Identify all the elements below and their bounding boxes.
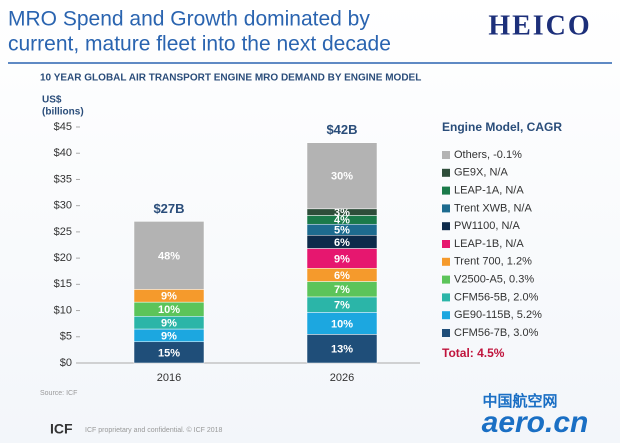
slide-title: current, mature fleet into the next deca… xyxy=(8,33,391,56)
legend-swatch xyxy=(442,186,450,195)
y-tick-label: $35 xyxy=(54,173,72,185)
segment-label: 9% xyxy=(161,330,177,342)
chart-title: 10 YEAR GLOBAL AIR TRANSPORT ENGINE MRO … xyxy=(40,73,421,84)
segment-label: 7% xyxy=(334,284,350,296)
y-tick-label: $0 xyxy=(60,357,72,369)
segment-label: 48% xyxy=(158,250,180,262)
legend-swatch xyxy=(442,311,450,320)
legend-swatch xyxy=(442,293,450,302)
bar-segment xyxy=(133,221,205,290)
legend-label: GE90-115B, 5.2% xyxy=(454,309,542,321)
legend-label: CFM56-5B, 2.0% xyxy=(454,291,539,303)
footer-logo: ICF xyxy=(50,421,73,437)
segment-label: 10% xyxy=(158,304,180,316)
legend-label: GE9X, N/A xyxy=(454,167,508,179)
x-tick-label: 2026 xyxy=(330,372,354,384)
y-tick-label: $10 xyxy=(54,304,72,316)
bar-segment xyxy=(306,142,378,210)
segment-label: 3% xyxy=(334,207,350,219)
total-label: $27B xyxy=(153,201,184,216)
y-tick-label: $20 xyxy=(54,252,72,264)
legend-swatch xyxy=(442,204,450,213)
segment-label: 6% xyxy=(334,237,350,249)
legend-swatch xyxy=(442,257,450,266)
legend-swatch xyxy=(442,240,450,248)
segment-label: 7% xyxy=(334,300,350,312)
watermark-cn: 中国航空网 xyxy=(482,392,557,410)
slide-title: MRO Spend and Growth dominated by xyxy=(8,8,370,31)
y-tick-label: $15 xyxy=(54,278,72,290)
y-tick-label: $30 xyxy=(54,200,72,212)
watermark: aero.cn xyxy=(482,406,589,439)
segment-label: 15% xyxy=(158,347,180,359)
segment-label: 9% xyxy=(161,291,177,303)
legend-swatch xyxy=(442,222,450,231)
segment-label: 4% xyxy=(334,215,350,227)
legend-label: V2500-A5, 0.3% xyxy=(454,274,534,286)
y-tick-label: $40 xyxy=(54,147,72,159)
y-axis-label: US$ xyxy=(42,95,62,106)
legend-label: CFM56-7B, 3.0% xyxy=(454,327,539,339)
legend-label: Trent XWB, N/A xyxy=(454,202,532,214)
segment-label: 9% xyxy=(334,253,350,265)
legend-footer: Total: 4.5% xyxy=(442,346,505,360)
y-axis-label: (billions) xyxy=(42,107,84,118)
logo: HEICO xyxy=(488,10,591,41)
y-tick-label: $25 xyxy=(54,226,72,238)
legend-swatch xyxy=(442,275,450,284)
y-tick-label: $5 xyxy=(60,331,72,343)
legend-label: Others, -0.1% xyxy=(454,149,522,161)
legend-swatch xyxy=(442,168,450,177)
segment-label: 6% xyxy=(334,270,350,282)
segment-label: 5% xyxy=(334,225,350,237)
legend-label: Trent 700, 1.2% xyxy=(454,256,532,268)
legend-label: LEAP-1B, N/A xyxy=(454,238,524,250)
bar-segment xyxy=(306,334,378,364)
y-tick-label: $45 xyxy=(54,121,72,133)
legend-title: Engine Model, CAGR xyxy=(442,120,562,134)
legend-label: LEAP-1A, N/A xyxy=(454,185,524,197)
segment-label: 10% xyxy=(331,318,353,330)
source: Source: ICF xyxy=(40,390,77,397)
segment-label: 9% xyxy=(161,318,177,330)
total-label: $42B xyxy=(326,122,357,137)
footer: ICF proprietary and confidential. © ICF … xyxy=(85,426,223,434)
legend-swatch xyxy=(442,329,450,337)
segment-label: 30% xyxy=(331,171,353,183)
legend-label: PW1100, N/A xyxy=(454,220,520,232)
x-tick-label: 2016 xyxy=(157,372,181,384)
segment-label: 13% xyxy=(331,344,353,356)
legend-swatch xyxy=(442,151,450,159)
